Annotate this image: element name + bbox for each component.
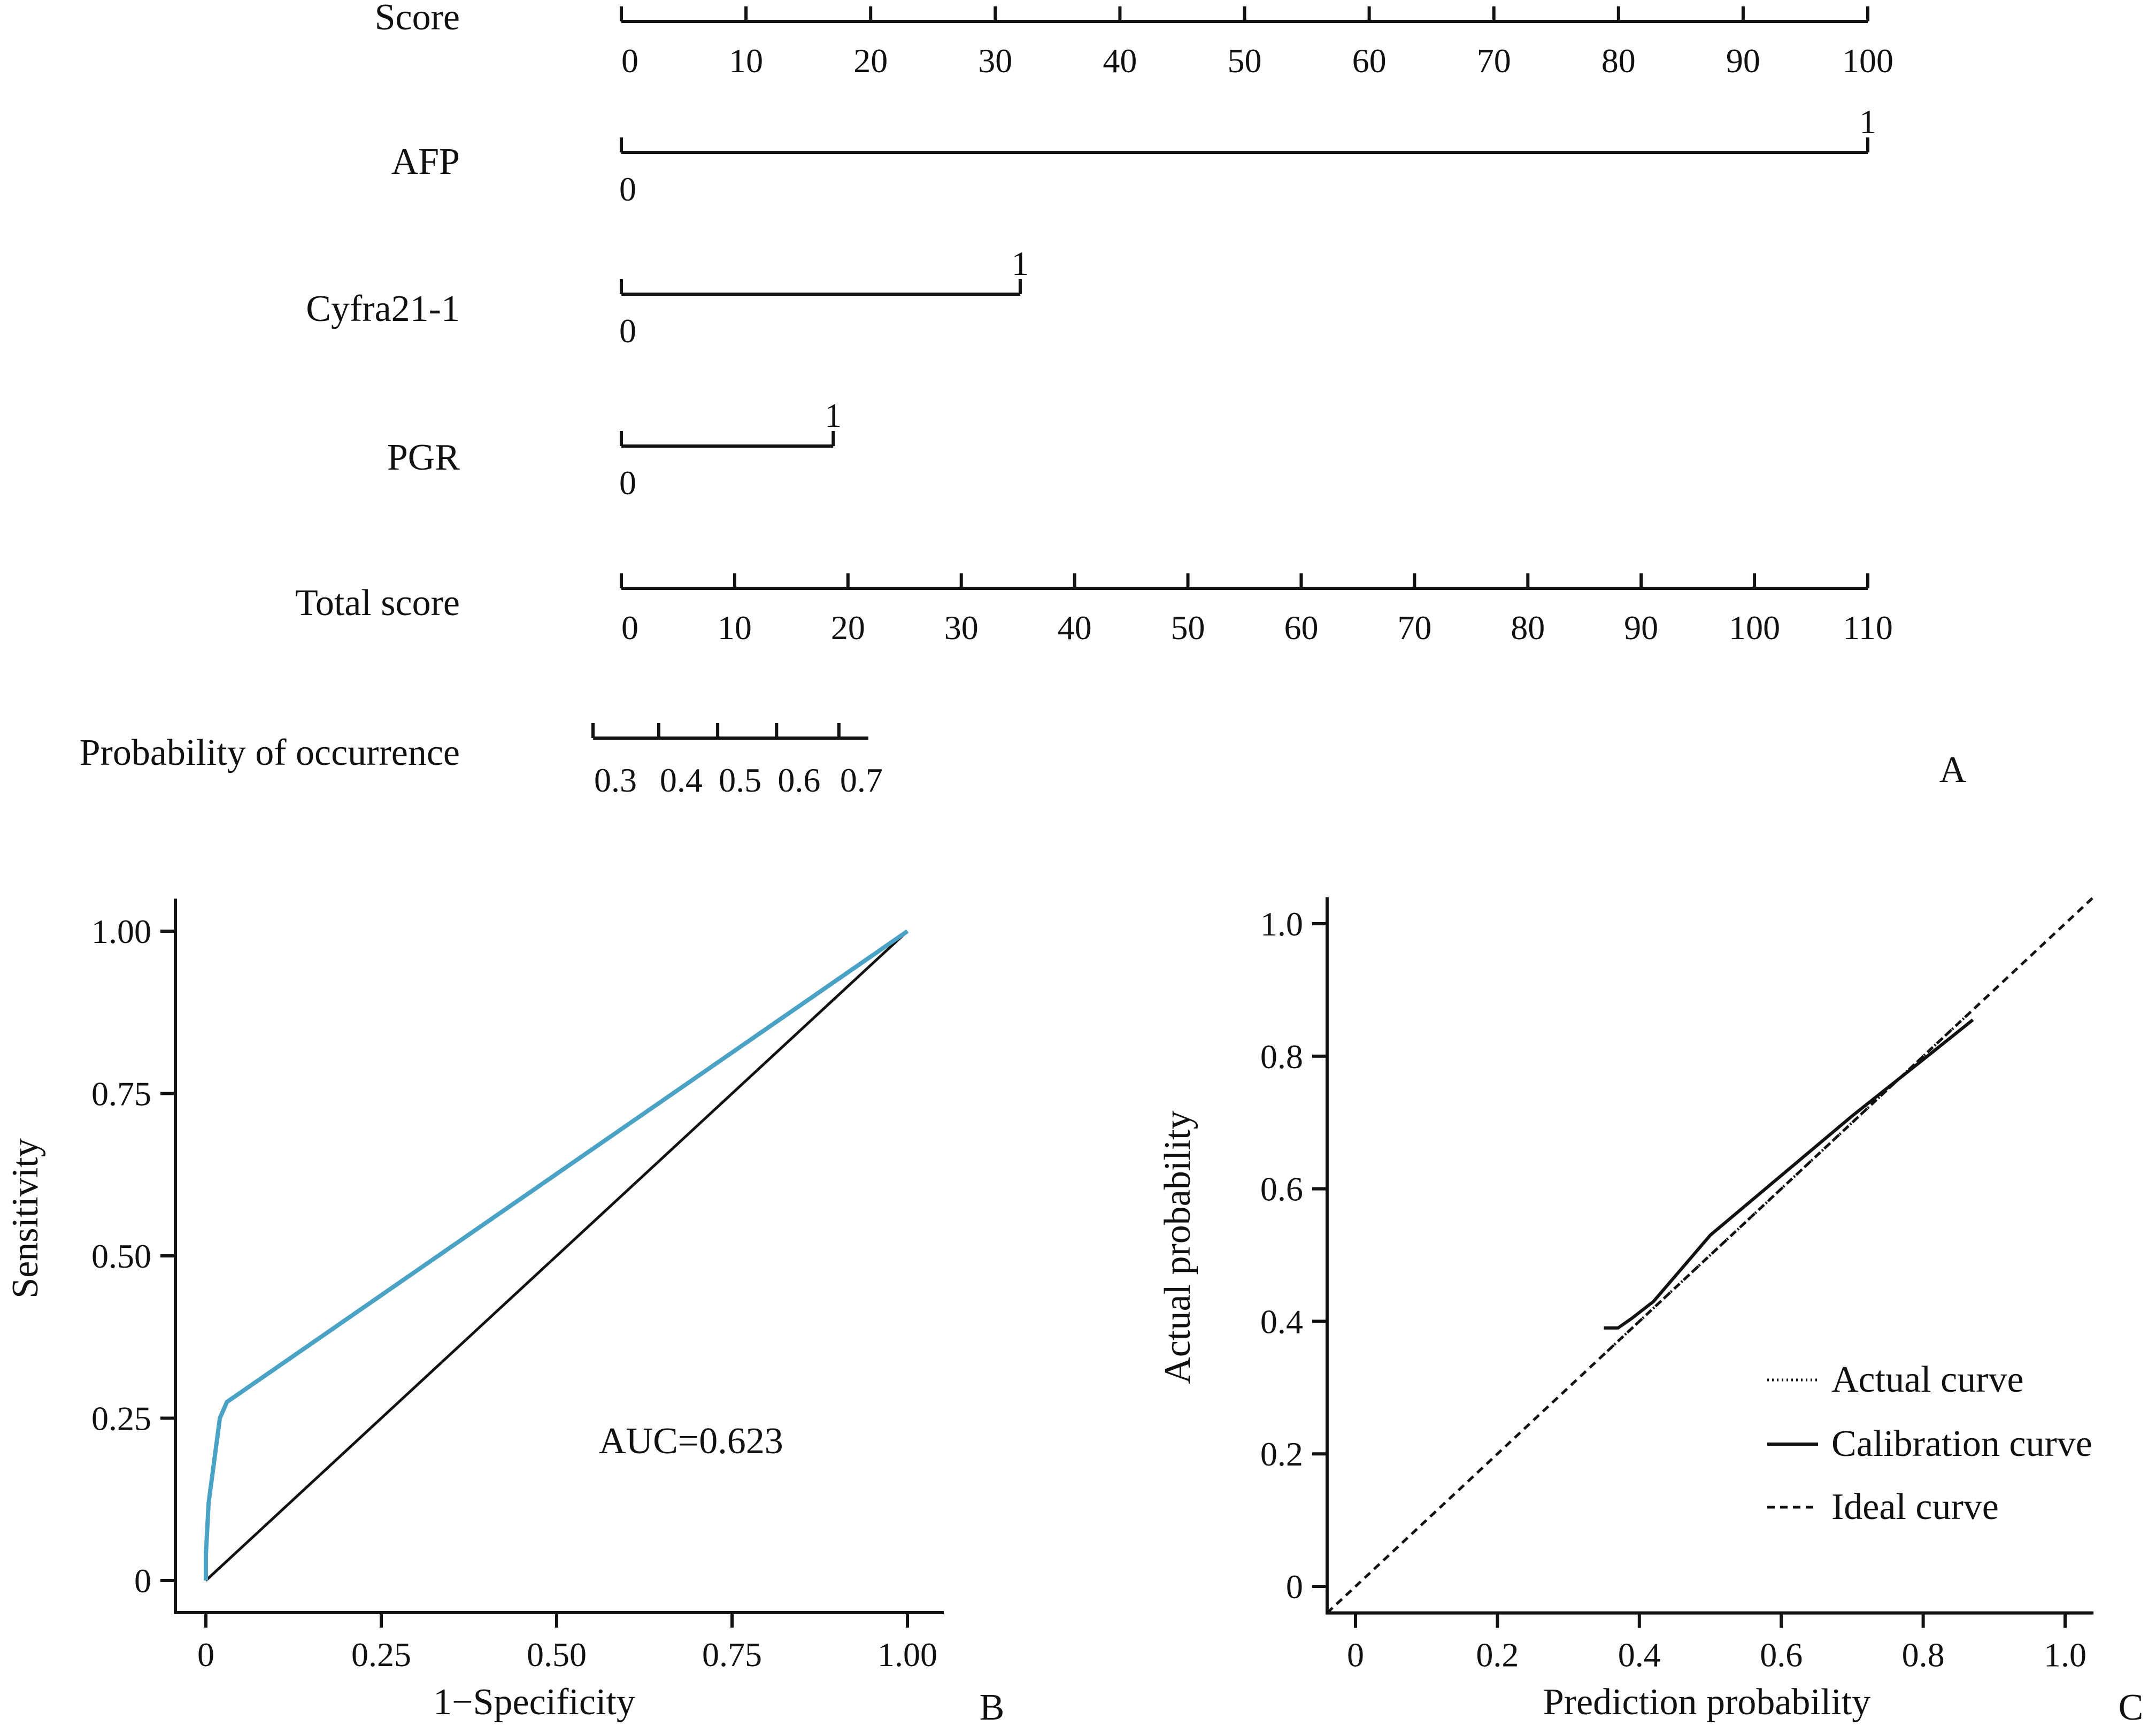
afp-row-label: AFP [391,141,460,182]
roc-y-tick-label: 0 [134,1562,151,1600]
calibration-x-tick-label: 0.8 [1902,1636,1945,1674]
total-score-tick-label: 90 [1624,609,1658,647]
calibration-x-tick-label: 0.2 [1476,1636,1519,1674]
calibration-x-tick-label: 0.6 [1760,1636,1803,1674]
calibration-x-tick-label: 0.4 [1618,1636,1661,1674]
calibration-x-tick-label: 0 [1347,1636,1364,1674]
pgr-min-label: 0 [619,464,636,502]
calibration-y-tick-label: 1.0 [1260,905,1303,943]
roc-x-tick-label: 1.00 [877,1636,937,1674]
cyfra21-1-min-label: 0 [619,312,636,350]
total-score-tick-label: 60 [1284,609,1318,647]
cyfra21-1-row-label: Cyfra21-1 [306,288,460,329]
roc-x-tick-label: 0.25 [351,1636,411,1674]
afp-max-label: 1 [1859,103,1876,141]
score-row-label: Score [375,0,460,38]
calibration-legend: Actual curve Calibration curve Ideal curve [1767,1359,2092,1528]
ideal-curve-line [1326,896,2095,1614]
probability-of-occurrence-row-label: Probability of occurrence [80,732,460,773]
actual-curve-line [1603,1009,1974,1356]
calibration-y-tick-label: 0.2 [1260,1435,1303,1473]
score-tick-label: 100 [1842,42,1893,80]
panel-label-b: B [980,1687,1005,1726]
score-tick-label: 0 [621,42,638,80]
total-score-tick-label: 50 [1171,609,1205,647]
calibration-curve-line [1604,1018,1974,1330]
roc-y-axis-label: Sensitivity [5,1138,46,1298]
total-score-tick-label: 20 [831,609,865,647]
roc-panel: 0 0.25 0.50 0.75 1.00 0 0.25 0.50 0.75 1.00 1−Sp… [5,899,944,1723]
score-tick-label: 20 [853,42,888,80]
score-tick-label: 50 [1228,42,1262,80]
calibration-y-tick-label: 0.6 [1260,1170,1303,1208]
roc-axes [174,899,944,1614]
roc-x-axis-label: 1−Specificity [433,1682,635,1723]
probability-of-occurrence-tick-label: 0.6 [777,761,820,799]
probability-of-occurrence-tick-label: 0.4 [660,761,703,799]
roc-x-tick-label: 0.50 [527,1636,587,1674]
pgr-max-label: 1 [825,396,842,434]
roc-reference-line [205,930,908,1582]
roc-x-tick-label: 0.75 [702,1636,762,1674]
total-score-tick-label: 100 [1729,609,1780,647]
total-score-tick-label: 110 [1843,609,1893,647]
roc-y-tick-label: 0.50 [91,1237,151,1275]
probability-of-occurrence-tick-label: 0.3 [594,761,637,799]
score-tick-label: 10 [729,42,763,80]
legend-label-calibration-curve: Calibration curve [1831,1423,2092,1464]
calibration-x-tick-label: 1.0 [2044,1636,2086,1674]
score-tick-label: 90 [1726,42,1760,80]
total-score-tick-label: 0 [621,609,638,647]
roc-y-tick-label: 0.75 [91,1075,151,1113]
calibration-y-tick-label: 0 [1286,1568,1303,1606]
afp-min-label: 0 [619,170,636,208]
roc-y-tick-label: 0.25 [91,1400,151,1438]
score-tick-label: 60 [1352,42,1387,80]
total-score-row-label: Total score [295,582,460,624]
probability-of-occurrence-tick-label: 0.7 [840,761,883,799]
roc-x-tick-label: 0 [197,1636,214,1674]
roc-y-tick-label: 1.00 [91,912,151,950]
total-score-tick-label: 40 [1058,609,1092,647]
score-tick-label: 80 [1601,42,1636,80]
total-score-tick-label: 80 [1511,609,1545,647]
calibration-y-axis-label: Actual probability [1157,1110,1198,1384]
calibration-y-tick-label: 0.8 [1260,1038,1303,1076]
auc-annotation: AUC=0.623 [599,1421,783,1462]
calibration-panel: 0 0.2 0.4 0.6 0.8 1.0 0 0.2 0.4 0.6 0.8 1.0 Actual… [1157,896,2095,1723]
calibration-y-tick-label: 0.4 [1260,1302,1303,1340]
panel-label-a: A [1939,749,1967,791]
cyfra21-1-max-label: 1 [1012,244,1029,282]
score-tick-label: 40 [1103,42,1137,80]
probability-of-occurrence-tick-label: 0.5 [719,761,761,799]
score-tick-label: 70 [1477,42,1511,80]
legend-label-ideal-curve: Ideal curve [1831,1486,1999,1528]
roc-curve [204,929,909,1581]
score-tick-label: 30 [978,42,1012,80]
total-score-tick-label: 10 [718,609,752,647]
panel-label-c: C [2119,1687,2144,1726]
pgr-row-label: PGR [387,437,460,478]
total-score-tick-label: 30 [944,609,979,647]
calibration-x-axis-label: Prediction probability [1543,1682,1870,1723]
total-score-tick-label: 70 [1397,609,1431,647]
legend-label-actual-curve: Actual curve [1831,1359,2024,1400]
